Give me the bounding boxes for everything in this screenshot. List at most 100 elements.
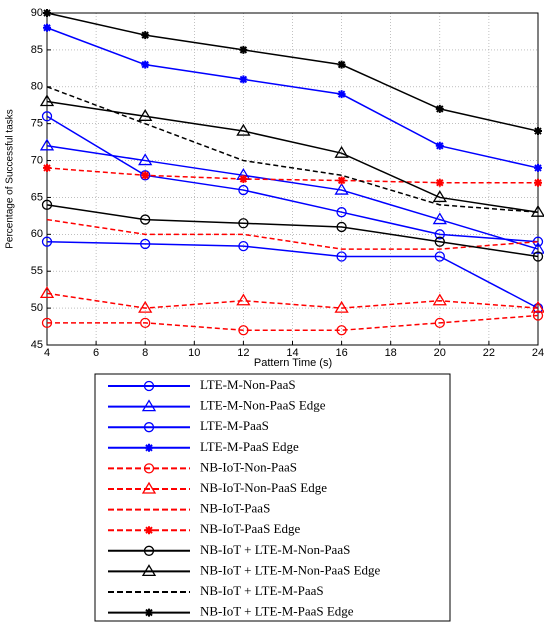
y-tick-label: 90 [31, 7, 43, 19]
marker [434, 229, 445, 240]
marker [238, 218, 249, 229]
marker [530, 300, 544, 313]
marker [530, 241, 544, 254]
marker [141, 171, 150, 180]
marker [41, 199, 53, 210]
marker [334, 145, 349, 158]
legend-label: LTE-M-PaaS Edge [200, 439, 299, 454]
y-tick-label: 75 [31, 118, 43, 130]
x-tick-label: 6 [93, 347, 99, 359]
legend-label: NB-IoT-PaaS [200, 501, 270, 516]
marker [530, 204, 544, 217]
legend-label: LTE-M-PaaS [200, 418, 269, 433]
marker [238, 184, 249, 196]
x-tick-label: 14 [286, 347, 298, 359]
marker [334, 300, 349, 313]
marker [534, 127, 542, 136]
series-line [46, 12, 539, 132]
x-axis-label: Pattern Time (s) [254, 357, 332, 369]
marker [145, 526, 153, 535]
marker [532, 251, 544, 262]
series-line [46, 292, 539, 309]
series-line [46, 145, 539, 250]
marker [145, 443, 153, 452]
y-axis-label: Percentage of Successful tasks [5, 109, 16, 249]
legend-label: NB-IoT-PaaS Edge [200, 521, 300, 536]
marker [236, 293, 251, 306]
marker [336, 251, 347, 262]
marker [39, 286, 55, 299]
series-line [46, 100, 539, 213]
marker [138, 109, 153, 121]
series-line [46, 86, 539, 213]
marker [336, 207, 347, 218]
y-tick-label: 55 [31, 265, 43, 277]
legend-box [94, 373, 451, 622]
y-tick-label: 65 [31, 191, 43, 203]
x-tick-label: 4 [44, 347, 50, 359]
marker [41, 236, 53, 247]
marker [534, 163, 542, 172]
series-line [46, 115, 539, 243]
marker [336, 325, 347, 336]
series-line [46, 204, 539, 258]
x-tick-label: 22 [483, 347, 495, 359]
marker [434, 236, 445, 247]
series-line [47, 314, 539, 331]
y-tick-label: 80 [31, 81, 43, 93]
marker [143, 380, 155, 392]
marker [41, 317, 53, 329]
marker [143, 463, 155, 474]
legend-label: NB-IoT-Non-PaaS [200, 459, 297, 474]
marker [145, 608, 153, 617]
marker [39, 138, 55, 151]
marker [238, 240, 249, 252]
legend-label: NB-IoT + LTE-M-Non-PaaS Edge [200, 562, 381, 577]
marker [43, 23, 51, 32]
series-line [46, 27, 539, 169]
marker [141, 31, 150, 40]
marker [41, 111, 53, 122]
marker [140, 317, 151, 329]
marker [432, 190, 447, 203]
marker [534, 178, 542, 187]
x-tick-label: 10 [188, 347, 200, 359]
marker [39, 94, 55, 107]
series-line [46, 240, 539, 309]
x-tick-label: 8 [142, 347, 148, 359]
marker [143, 422, 155, 433]
marker [238, 325, 249, 336]
marker [141, 60, 150, 69]
marker [140, 214, 151, 225]
marker [337, 90, 346, 99]
marker [434, 317, 445, 329]
marker [432, 293, 447, 306]
marker [138, 300, 153, 313]
x-tick-label: 20 [434, 347, 446, 359]
x-tick-label: 16 [335, 347, 347, 359]
legend-label: NB-IoT + LTE-M-PaaS [200, 583, 324, 598]
marker [140, 238, 151, 250]
marker [141, 564, 157, 577]
marker [432, 212, 447, 225]
marker [435, 104, 444, 113]
marker [239, 45, 248, 54]
marker [138, 153, 153, 166]
marker [43, 9, 51, 17]
series-line [46, 167, 538, 184]
y-tick-label: 85 [31, 44, 43, 56]
marker [435, 178, 444, 187]
marker [236, 123, 251, 136]
marker [141, 399, 157, 412]
legend-label: NB-IoT + LTE-M-PaaS Edge [200, 604, 354, 619]
x-tick-label: 12 [237, 347, 249, 359]
marker [239, 175, 248, 183]
legend-label: LTE-M-Non-PaaS Edge [200, 398, 326, 413]
marker [434, 251, 445, 262]
marker [143, 545, 155, 556]
marker [435, 141, 444, 150]
y-tick-label: 45 [31, 339, 43, 351]
x-tick-label: 18 [385, 347, 397, 359]
legend-label: NB-IoT-Non-PaaS Edge [200, 480, 327, 495]
